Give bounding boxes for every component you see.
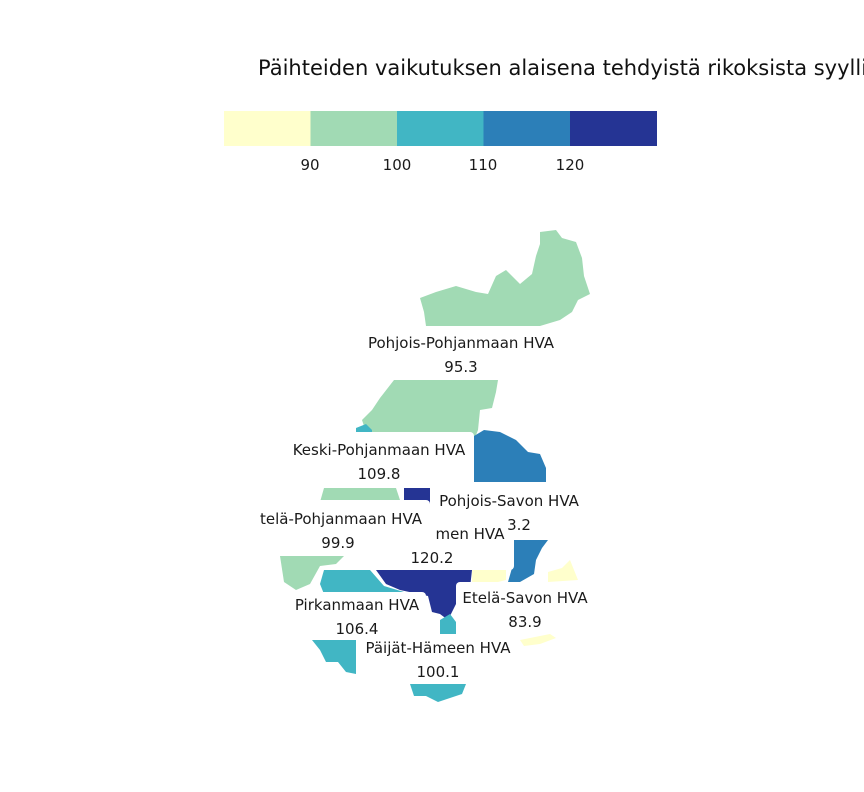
region-pohjois-savo[interactable] bbox=[474, 430, 546, 490]
label-paijat-hame-name: Päijät-Hämeen HVA bbox=[365, 639, 511, 657]
label-etela-savo-name: Etelä-Savon HVA bbox=[462, 589, 588, 607]
color-legend: 90 100 110 120 bbox=[224, 111, 657, 174]
label-pirkanmaa-value: 106.4 bbox=[336, 620, 379, 638]
label-keski-pohjanmaa-name: Keski-Pohjanmaan HVA bbox=[293, 441, 466, 459]
label-pirkanmaa-name: Pirkanmaan HVA bbox=[295, 596, 420, 614]
region-etela-savo-south[interactable] bbox=[520, 634, 556, 646]
legend-tick-110: 110 bbox=[469, 156, 498, 174]
region-etela-savo[interactable] bbox=[472, 570, 506, 584]
legend-tick-90: 90 bbox=[300, 156, 319, 174]
legend-swatch-2 bbox=[397, 111, 484, 146]
label-etela-pohjanmaa-name: telä-Pohjanmaan HVA bbox=[260, 510, 423, 528]
region-etela-pohjanmaa-south[interactable] bbox=[280, 556, 344, 590]
label-etela-pohjanmaa-value: 99.9 bbox=[321, 534, 354, 552]
region-pohjois-savo-south[interactable] bbox=[508, 540, 548, 582]
legend-swatch-1 bbox=[310, 111, 398, 146]
region-pirkanmaa-south[interactable] bbox=[312, 640, 356, 674]
legend-tick-120: 120 bbox=[556, 156, 585, 174]
label-pohjois-savo-value: 3.2 bbox=[507, 516, 531, 534]
label-etela-savo-value: 83.9 bbox=[508, 613, 541, 631]
region-keski-pohjanmaa-north[interactable] bbox=[362, 380, 498, 440]
region-paijat-hame[interactable] bbox=[440, 614, 456, 634]
legend-swatch-4 bbox=[570, 111, 657, 146]
region-etela-pohjanmaa[interactable] bbox=[320, 488, 400, 502]
region-pohjois-pohjanmaa[interactable] bbox=[420, 230, 590, 326]
label-keski-pohjanmaa-value: 109.8 bbox=[358, 465, 401, 483]
label-paijat-hame-value: 100.1 bbox=[417, 663, 460, 681]
label-pohjois-pohjanmaa-value: 95.3 bbox=[444, 358, 477, 376]
region-etela-savo-east[interactable] bbox=[548, 560, 578, 582]
legend-tick-100: 100 bbox=[383, 156, 412, 174]
region-paijat-hame-south[interactable] bbox=[410, 684, 466, 702]
map-title: Päihteiden vaikutuksen alaisena tehdyist… bbox=[258, 56, 864, 80]
legend-swatch-0 bbox=[224, 111, 311, 146]
label-pohjois-pohjanmaa-name: Pohjois-Pohjanmaan HVA bbox=[368, 334, 555, 352]
label-pohjois-savo-name: Pohjois-Savon HVA bbox=[439, 492, 580, 510]
label-keski-suomi-value: 120.2 bbox=[411, 549, 454, 567]
legend-swatch-3 bbox=[483, 111, 571, 146]
label-keski-suomi-name: men HVA bbox=[436, 525, 506, 543]
